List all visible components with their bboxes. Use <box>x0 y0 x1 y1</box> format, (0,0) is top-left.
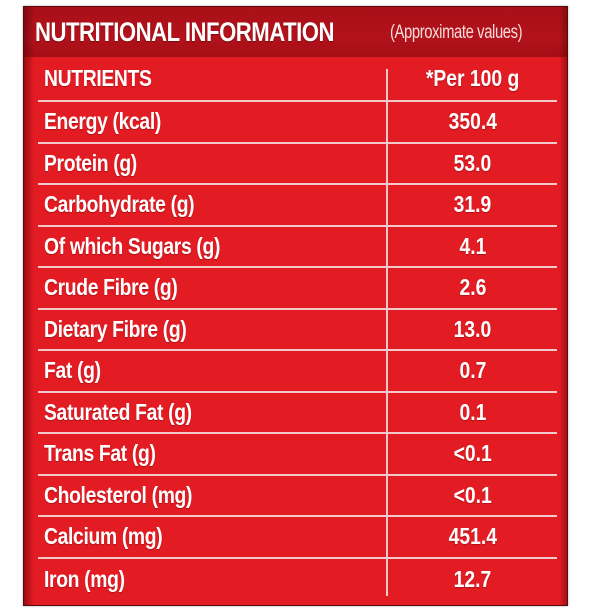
table-row: Iron (mg) 12.7 <box>38 559 557 601</box>
table-row: Crude Fibre (g) 2.6 <box>38 268 557 310</box>
nutrient-name: Of which Sugars (g) <box>44 232 221 259</box>
nutrient-name: Calcium (mg) <box>44 523 163 550</box>
nutrient-value: 0.1 <box>388 393 557 433</box>
table-row: Protein (g) 53.0 <box>38 144 557 185</box>
nutrient-value-text: 0.1 <box>459 398 486 425</box>
nutrient-value-text: <0.1 <box>453 440 492 467</box>
nutrient-name: Fat (g) <box>44 357 101 384</box>
nutrition-panel: NUTRITIONAL INFORMATION (Approximate val… <box>23 6 568 606</box>
table-row: Saturated Fat (g) 0.1 <box>38 393 557 434</box>
table-row: Of which Sugars (g) 4.1 <box>38 227 557 268</box>
table-row: Trans Fat (g) <0.1 <box>38 434 557 476</box>
nutrient-value-text: 350.4 <box>448 108 497 135</box>
nutrient-value: 350.4 <box>388 102 557 142</box>
nutrient-value: 2.6 <box>388 268 557 308</box>
column-divider <box>386 69 388 596</box>
nutrient-value-text: 4.1 <box>459 232 486 259</box>
table-row: Calcium (mg) 451.4 <box>38 517 557 559</box>
nutrient-value: 0.7 <box>388 351 557 391</box>
panel-subtitle: (Approximate values) <box>390 22 523 43</box>
nutrient-value-text: 13.0 <box>453 315 492 342</box>
nutrient-name: Carbohydrate (g) <box>44 191 195 218</box>
nutrient-value: 31.9 <box>388 185 557 225</box>
header-per-100g-label: *Per 100 g <box>425 65 520 91</box>
nutrient-value-text: 31.9 <box>453 191 492 218</box>
nutrition-table: NUTRIENTS *Per 100 g Energy (kcal) 350.4… <box>38 57 557 600</box>
panel-title: NUTRITIONAL INFORMATION <box>35 16 335 47</box>
nutrient-value: 12.7 <box>388 559 557 601</box>
header-per-100g: *Per 100 g <box>388 57 557 100</box>
table-row: Carbohydrate (g) 31.9 <box>38 185 557 227</box>
table-row: Cholesterol (mg) <0.1 <box>38 476 557 517</box>
nutrient-name: Iron (mg) <box>44 565 125 592</box>
nutrient-value: 53.0 <box>388 144 557 184</box>
nutrient-value: <0.1 <box>388 434 557 474</box>
nutrient-value: <0.1 <box>388 476 557 516</box>
nutrient-name: Trans Fat (g) <box>44 440 156 467</box>
nutrient-value-text: 53.0 <box>453 149 492 176</box>
nutrient-value-text: 2.6 <box>459 274 486 301</box>
table-row: Energy (kcal) 350.4 <box>38 102 557 144</box>
nutrient-value-text: 12.7 <box>453 565 492 592</box>
nutrient-value-text: 0.7 <box>459 357 486 384</box>
nutrient-name: Protein (g) <box>44 149 137 176</box>
nutrient-name: Dietary Fibre (g) <box>44 315 187 342</box>
nutrient-value: 4.1 <box>388 227 557 267</box>
header-nutrients: NUTRIENTS <box>44 65 152 91</box>
nutrient-value: 13.0 <box>388 310 557 350</box>
title-band: NUTRITIONAL INFORMATION (Approximate val… <box>24 7 567 57</box>
nutrient-name: Cholesterol (mg) <box>44 481 193 508</box>
nutrient-value: 451.4 <box>388 517 557 557</box>
table-header-row: NUTRIENTS *Per 100 g <box>38 57 557 102</box>
nutrient-name: Energy (kcal) <box>44 108 161 135</box>
nutrient-name: Saturated Fat (g) <box>44 398 192 425</box>
nutrient-value-text: <0.1 <box>453 481 492 508</box>
nutrient-value-text: 451.4 <box>448 523 497 550</box>
nutrient-name: Crude Fibre (g) <box>44 274 178 301</box>
table-row: Fat (g) 0.7 <box>38 351 557 393</box>
table-row: Dietary Fibre (g) 13.0 <box>38 310 557 351</box>
